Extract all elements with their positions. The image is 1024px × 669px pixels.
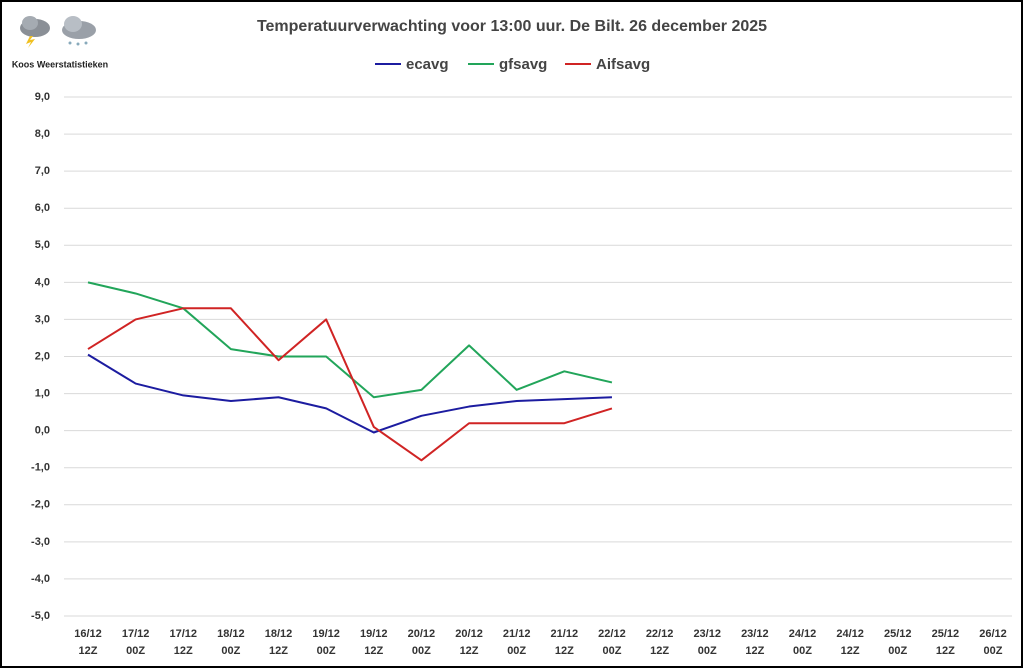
- x-tick-label: 17/12 00Z: [121, 628, 150, 657]
- y-tick-label: -3,0: [31, 536, 50, 548]
- y-tick-label: 0,0: [35, 425, 50, 437]
- line-series: [87, 307, 613, 462]
- y-tick-label: 2,0: [35, 350, 50, 362]
- y-tick-label: -4,0: [31, 573, 50, 585]
- x-tick-label: 17/12 12Z: [169, 628, 198, 657]
- x-tick-label: 21/12 00Z: [502, 628, 531, 657]
- y-tick-label: 1,0: [35, 387, 50, 399]
- y-tick-label: 8,0: [35, 128, 50, 140]
- x-tick-label: 22/12 12Z: [645, 628, 674, 657]
- logo: [20, 16, 96, 48]
- x-tick-label: 19/12 12Z: [360, 628, 388, 657]
- y-tick-label: 6,0: [35, 202, 50, 214]
- legend-label: Aifsavg: [596, 56, 650, 73]
- y-tick-label: -2,0: [31, 499, 50, 511]
- x-tick-label: 26/12 00Z: [979, 628, 1007, 657]
- x-tick-label: 19/12 00Z: [312, 628, 340, 657]
- x-tick-label: 20/12 12Z: [455, 628, 483, 657]
- x-tick-label: 21/12 12Z: [550, 628, 579, 657]
- chart-title: Temperatuurverwachting voor 13:00 uur. D…: [257, 18, 767, 35]
- x-tick-label: 25/12 00Z: [883, 628, 912, 657]
- x-tick-label: 25/12 12Z: [931, 628, 960, 657]
- line-series: [87, 281, 613, 399]
- y-tick-label: 3,0: [35, 313, 50, 325]
- legend-label: ecavg: [406, 56, 449, 73]
- x-tick-label: 22/12 00Z: [598, 628, 626, 657]
- x-tick-label: 18/12 12Z: [264, 628, 293, 657]
- y-tick-label: 7,0: [35, 165, 50, 177]
- x-tick-label: 20/12 00Z: [407, 628, 436, 657]
- y-tick-label: 5,0: [35, 239, 50, 251]
- x-tick-label: 18/12 00Z: [217, 628, 245, 657]
- x-tick-label: 24/12 12Z: [836, 628, 864, 657]
- source: Koos Weerstatistieken: [12, 59, 108, 69]
- y-tick-label: 9,0: [35, 91, 50, 103]
- line-series: [87, 353, 612, 434]
- y-tick-label: 4,0: [35, 276, 50, 288]
- legend-label: gfsavg: [499, 56, 547, 73]
- x-tick-label: 24/12 00Z: [788, 628, 817, 657]
- y-tick-label: -5,0: [31, 610, 50, 622]
- x-tick-label: 23/12 12Z: [741, 628, 769, 657]
- y-tick-label: -1,0: [31, 462, 50, 474]
- x-tick-label: 23/12 00Z: [693, 628, 721, 657]
- x-tick-label: 16/12 12Z: [74, 628, 102, 657]
